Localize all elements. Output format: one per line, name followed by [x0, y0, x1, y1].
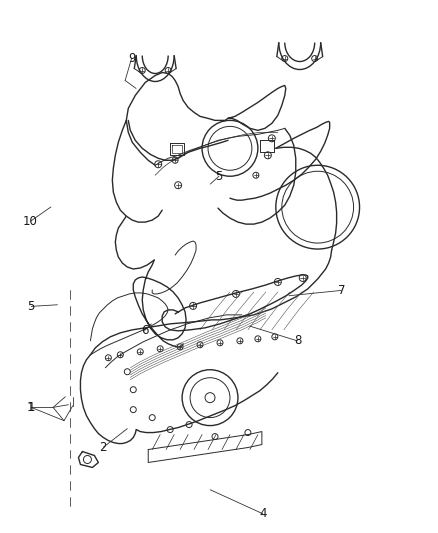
Text: 5: 5 — [215, 169, 223, 183]
Text: 1: 1 — [27, 401, 34, 414]
Text: 9: 9 — [128, 52, 135, 64]
Text: 2: 2 — [99, 441, 107, 454]
Text: 5: 5 — [28, 300, 35, 313]
Text: 4: 4 — [259, 507, 266, 520]
Text: 10: 10 — [23, 215, 38, 228]
Text: 7: 7 — [338, 284, 345, 297]
Text: 8: 8 — [294, 334, 301, 348]
Text: 1: 1 — [28, 401, 35, 414]
Text: 6: 6 — [141, 324, 148, 337]
